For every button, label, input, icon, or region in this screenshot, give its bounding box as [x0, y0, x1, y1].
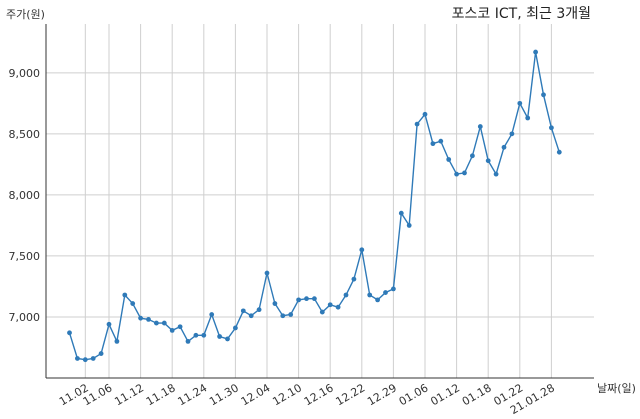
y-tick-label: 8,000 [9, 189, 41, 202]
data-point [75, 356, 80, 361]
data-point [470, 153, 475, 159]
data-point [493, 171, 499, 177]
data-point [201, 332, 207, 338]
data-point [98, 351, 104, 356]
data-point [185, 338, 191, 344]
data-point [351, 276, 357, 282]
data-point [193, 332, 199, 338]
x-tick-label: 11.12 [112, 381, 146, 408]
data-point [430, 141, 436, 147]
data-point [233, 325, 238, 331]
x-tick-labels: 11.0211.0611.1211.1811.2411.3012.0412.10… [57, 381, 557, 417]
data-point [161, 320, 167, 326]
chart-title: 포스코 ICT, 최근 3개월 [452, 6, 591, 22]
data-point [398, 210, 404, 216]
data-point [248, 313, 254, 319]
data-point [122, 292, 128, 298]
data-point [446, 157, 452, 162]
data-point [130, 301, 136, 306]
data-point [288, 312, 294, 317]
x-tick-label: 01.18 [460, 381, 494, 408]
data-point [296, 297, 301, 303]
data-point [146, 317, 151, 322]
data-point [82, 357, 88, 363]
data-point [383, 290, 388, 295]
data-point [280, 313, 286, 319]
y-tick-label: 9,000 [9, 67, 41, 80]
data-point [525, 115, 531, 121]
data-point [359, 247, 365, 253]
y-tick-label: 7,000 [9, 311, 41, 324]
x-tick-label: 12.16 [302, 381, 336, 408]
data-point [367, 292, 373, 298]
x-tick-label: 11.18 [144, 381, 178, 408]
data-point [264, 270, 270, 276]
series-line [68, 51, 560, 361]
x-tick-label: 12.29 [365, 381, 399, 408]
data-point [485, 158, 491, 164]
data-point [454, 171, 459, 177]
x-axis-label: 날짜(일) [597, 381, 636, 395]
x-tick-label: 12.04 [239, 381, 273, 408]
series [67, 49, 562, 363]
data-point [406, 223, 412, 228]
data-point [138, 315, 144, 321]
y-tick-labels: 7,000 7,500 8,000 8,500 9,000 [9, 67, 41, 324]
x-tick-label: 11.24 [176, 381, 210, 408]
data-point [541, 92, 546, 98]
data-point [114, 338, 120, 344]
data-point [335, 304, 341, 310]
data-point [217, 334, 223, 339]
data-point [177, 324, 183, 330]
data-point [509, 131, 515, 137]
data-point [304, 296, 309, 302]
data-point [533, 49, 538, 55]
x-tick-label: 12.10 [270, 381, 304, 408]
data-point [391, 286, 396, 292]
data-point [477, 124, 483, 129]
data-point [90, 356, 96, 361]
x-tick-label: 12.22 [334, 381, 368, 408]
data-point [256, 307, 262, 313]
data-point [169, 327, 175, 333]
data-point [438, 138, 444, 144]
data-point [272, 301, 278, 306]
y-axis-label: 주가(원) [6, 8, 45, 21]
data-point [319, 309, 325, 315]
axes [45, 24, 594, 379]
data-point [240, 308, 246, 314]
data-point [414, 121, 420, 127]
grid [46, 24, 594, 378]
data-point [343, 292, 349, 298]
y-tick-label: 8,500 [9, 128, 41, 141]
data-point [209, 312, 215, 317]
x-tick-label: 01.12 [428, 381, 462, 408]
y-tick-label: 7,500 [9, 250, 41, 263]
data-point [517, 100, 523, 106]
data-point [154, 320, 159, 326]
data-point [106, 321, 112, 327]
data-point [462, 170, 467, 176]
data-point [375, 297, 380, 303]
x-tick-label: 01.06 [397, 381, 431, 408]
data-point [549, 125, 554, 131]
data-point [556, 149, 562, 155]
x-tick-label: 11.30 [207, 381, 241, 408]
data-point [327, 302, 333, 308]
data-point [422, 111, 428, 117]
data-point [312, 296, 317, 302]
data-point [225, 336, 230, 342]
data-point [67, 330, 72, 336]
data-point [501, 144, 507, 150]
